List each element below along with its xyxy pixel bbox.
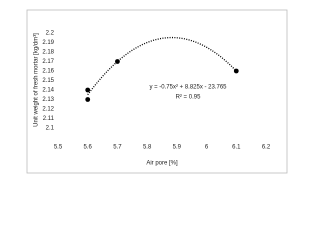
- point: [233, 68, 239, 74]
- x-tick-label: 5.6: [84, 145, 93, 151]
- y-tick-label: 2.17: [42, 59, 54, 65]
- y-tick-label: 2.19: [42, 40, 54, 46]
- y-tick-label: 2.15: [42, 78, 54, 84]
- y-tick-label: 2.1: [46, 126, 55, 132]
- y-tick-label: 2.2: [46, 31, 55, 37]
- x-tick-label: 5.9: [173, 145, 182, 151]
- x-axis-label: Air pore [%]: [146, 161, 178, 167]
- x-tick-label: 5.7: [113, 145, 122, 151]
- point: [85, 97, 91, 102]
- chart: Air pore [%] Unit weight of fresh mortar…: [26, 9, 288, 174]
- x-tick-label: 5.5: [54, 145, 63, 151]
- y-tick-label: 2.11: [43, 116, 55, 122]
- y-tick-label: 2.18: [42, 50, 54, 56]
- x-tick-label: 6.2: [262, 145, 271, 151]
- page: {"chart_data": {"type": "scatter", "x_la…: [26, 9, 288, 174]
- trendline-equation: y = -0.75x² + 8.825x - 23.765: [149, 85, 227, 91]
- trendline-r-squared: R² = 0.95: [176, 95, 202, 101]
- y-tick-label: 2.16: [42, 69, 54, 75]
- chart-frame: [26, 9, 288, 174]
- point: [85, 87, 91, 93]
- y-axis-label: Unit weight of fresh mortar [kg/dm³]: [34, 33, 40, 127]
- x-tick-label: 5.8: [143, 145, 152, 151]
- x-tick-label: 6.1: [232, 145, 241, 151]
- y-tick-label: 2.14: [42, 88, 54, 94]
- point: [115, 59, 120, 64]
- x-tick-label: 6: [205, 145, 209, 151]
- y-tick-label: 2.12: [42, 107, 54, 113]
- y-tick-label: 2.13: [42, 97, 54, 103]
